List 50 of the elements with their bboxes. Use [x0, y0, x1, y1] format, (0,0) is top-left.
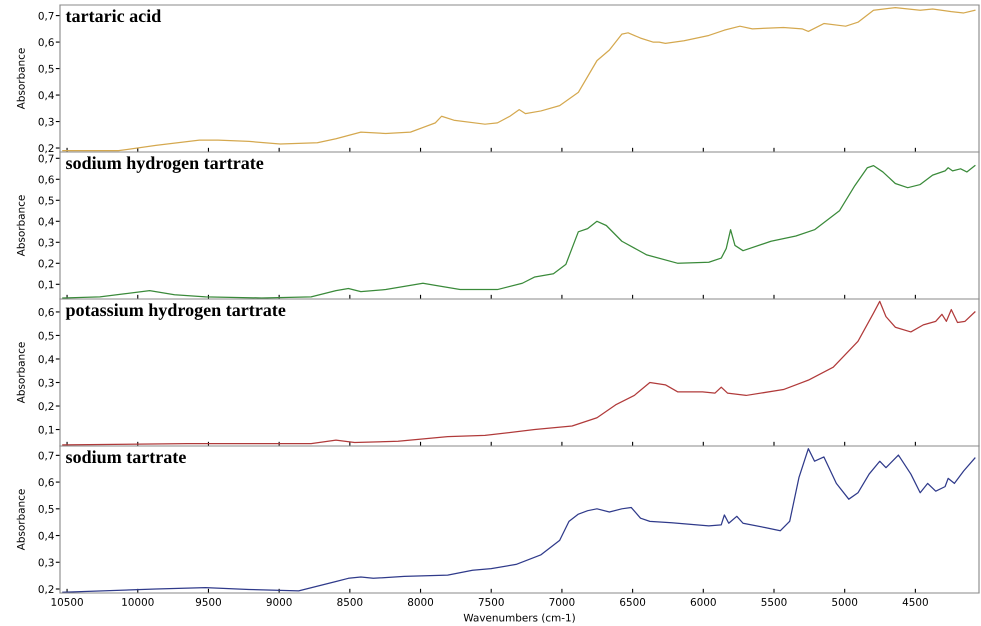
x-tick-label: 6500 [620, 598, 646, 606]
x-tick-label: 5000 [832, 598, 858, 606]
chart-title: tartaric acid [66, 9, 162, 22]
y-tick-label: 0,7 [38, 12, 54, 21]
x-tick-label: 8500 [337, 598, 362, 606]
chart-title: sodium tartrate [66, 450, 186, 464]
y-tick-label: 0,2 [38, 144, 54, 154]
y-tick-label: 0,6 [38, 478, 54, 488]
y-axis-title: Absorbance [16, 195, 25, 256]
y-tick-label: 0,7 [38, 452, 54, 461]
x-tick-label: 8000 [408, 598, 434, 606]
y-tick-label: 0,5 [38, 505, 54, 514]
y-tick-label: 0,1 [38, 426, 54, 435]
y-tick-label: 0,5 [38, 64, 54, 74]
y-tick-label: 0,1 [38, 280, 54, 290]
line-series [62, 7, 976, 152]
y-tick-label: 0,2 [38, 260, 54, 268]
line-series [62, 300, 976, 446]
y-tick-label: 0,5 [38, 196, 54, 206]
x-tick-label: 9500 [196, 598, 222, 606]
x-tick-label: 10000 [122, 598, 154, 606]
y-tick-label: 0,6 [38, 308, 54, 318]
y-axis-title: Absorbance [16, 342, 25, 404]
y-axis-title: Absorbance [16, 48, 25, 110]
x-tick-label: 7000 [550, 598, 574, 606]
y-tick-label: 0,5 [38, 332, 54, 341]
y-tick-label: 0,2 [38, 402, 54, 412]
y-axis-title: Absorbance [16, 489, 25, 550]
y-tick-label: 0,3 [38, 238, 54, 248]
x-tick-label: 5500 [762, 598, 787, 606]
x-axis-title: Wavenumbers (cm-1) [464, 614, 575, 623]
y-tick-label: 0,4 [38, 532, 54, 541]
x-tick-label: 9000 [266, 598, 292, 606]
x-tick-label: 6000 [690, 598, 716, 606]
y-tick-label: 0,3 [38, 558, 54, 568]
y-tick-label: 0,4 [38, 91, 54, 100]
x-tick-label: 4500 [902, 598, 928, 606]
line-series [62, 448, 976, 593]
y-tick-label: 0,7 [38, 154, 54, 164]
y-tick-label: 0,6 [38, 38, 54, 48]
y-tick-label: 0,3 [38, 118, 54, 127]
y-tick-label: 0,2 [38, 585, 54, 594]
chart-title: potassium hydrogen tartrate [66, 303, 286, 320]
x-tick-label: 7500 [478, 598, 504, 606]
chart-title: sodium hydrogen tartrate [66, 156, 264, 173]
y-tick-label: 0,4 [38, 355, 54, 364]
y-tick-label: 0,4 [38, 218, 54, 226]
y-tick-label: 0,3 [38, 378, 54, 388]
y-tick-label: 0,6 [38, 176, 54, 184]
x-tick-label: 10500 [52, 598, 83, 606]
